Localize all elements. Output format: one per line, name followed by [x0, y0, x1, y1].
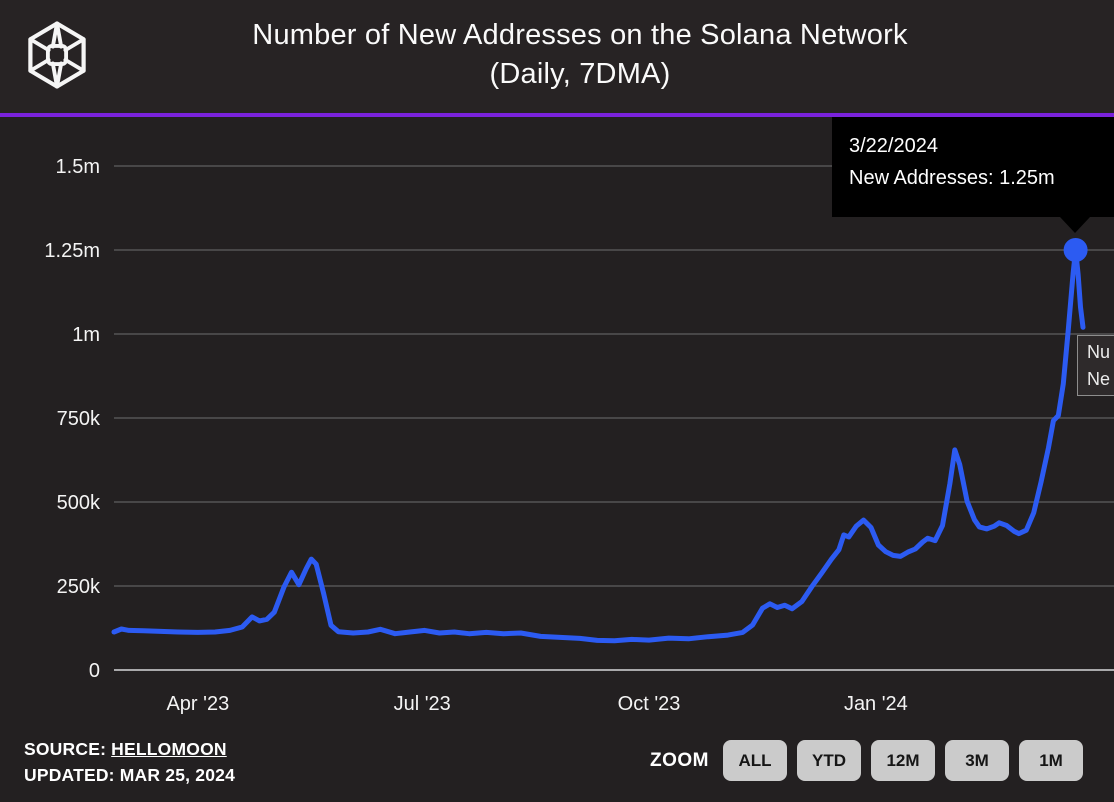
- series-line-new-addresses: [111, 247, 1086, 644]
- y-axis-tick-label: 500k: [57, 492, 101, 514]
- zoom-button-12m[interactable]: 12M: [871, 740, 935, 781]
- hover-tooltip: 3/22/2024 New Addresses: 1.25m: [832, 117, 1114, 233]
- y-axis-tick-label: 0: [89, 660, 100, 682]
- footer: SOURCE: HELLOMOON UPDATED: MAR 25, 2024 …: [0, 729, 1114, 802]
- y-axis-tick-label: 750k: [57, 408, 101, 430]
- highlight-point-marker[interactable]: [1063, 238, 1088, 262]
- zoom-controls: ZOOM ALL YTD 12M 3M 1M: [650, 740, 1083, 781]
- tooltip-date: 3/22/2024: [849, 135, 938, 157]
- tooltip-value: New Addresses: 1.25m: [849, 167, 1055, 189]
- y-axis-tick-label: 1m: [72, 324, 100, 346]
- zoom-button-group: ALL YTD 12M 3M 1M: [723, 740, 1083, 781]
- accent-divider: [0, 113, 1114, 117]
- zoom-button-all[interactable]: ALL: [723, 740, 787, 781]
- x-axis-tick-label: Jul '23: [394, 693, 451, 715]
- chart-title-line2: (Daily, 7DMA): [489, 58, 671, 90]
- x-axis-tick-label: Apr '23: [166, 693, 229, 715]
- clipped-tooltip-line1: Nu: [1087, 342, 1111, 362]
- updated-line: UPDATED: MAR 25, 2024: [24, 765, 236, 785]
- clipped-edge-tooltip: Nu Ne: [1077, 335, 1114, 396]
- zoom-label: ZOOM: [650, 749, 709, 771]
- header: Number of New Addresses on the Solana Ne…: [0, 0, 1114, 113]
- chart-title-line1: Number of New Addresses on the Solana Ne…: [252, 19, 908, 51]
- chart-area: 1.5m 1.25m 1m 750k 500k 250k 0 Apr '23 Jul '23 Oc…: [0, 117, 1114, 729]
- y-axis-tick-label: 1.5m: [56, 156, 100, 178]
- y-axis-tick-label: 250k: [57, 576, 101, 598]
- source-label: SOURCE:: [24, 739, 107, 759]
- source-link[interactable]: HELLOMOON: [111, 739, 227, 759]
- line-chart-plot[interactable]: 1.5m 1.25m 1m 750k 500k 250k 0 Apr '23 Jul '23 Oc…: [0, 117, 1114, 729]
- zoom-button-ytd[interactable]: YTD: [797, 740, 861, 781]
- source-line: SOURCE: HELLOMOON: [24, 736, 235, 762]
- source-attribution: SOURCE: HELLOMOON UPDATED: MAR 25, 2024: [24, 736, 235, 788]
- x-axis-tick-label: Jan '24: [844, 693, 908, 715]
- hellomoon-logo-icon[interactable]: [22, 15, 92, 95]
- zoom-button-1m[interactable]: 1M: [1019, 740, 1083, 781]
- page-title: Number of New Addresses on the Solana Ne…: [0, 16, 1114, 94]
- clipped-tooltip-line2: Ne: [1087, 369, 1111, 389]
- zoom-button-3m[interactable]: 3M: [945, 740, 1009, 781]
- y-axis-tick-label: 1.25m: [44, 240, 100, 262]
- x-axis-tick-label: Oct '23: [618, 693, 681, 715]
